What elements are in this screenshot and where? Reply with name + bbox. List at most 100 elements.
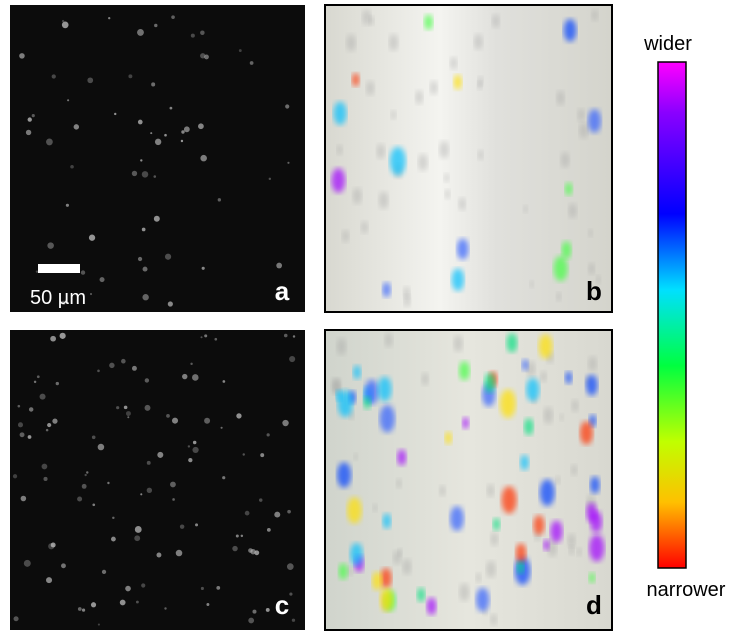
speck [24, 560, 31, 567]
speck [155, 139, 161, 145]
speck [444, 173, 449, 182]
speck [430, 81, 438, 95]
speck [459, 361, 470, 380]
speck [20, 432, 25, 437]
speck [282, 420, 288, 426]
speck [556, 292, 561, 301]
speck [556, 476, 561, 485]
speck [147, 488, 152, 493]
speck [206, 603, 209, 606]
speck [353, 365, 361, 379]
speck [77, 496, 82, 501]
speck [500, 389, 516, 418]
speck [181, 130, 184, 133]
speck [427, 598, 437, 616]
speck [86, 471, 88, 473]
speck [223, 380, 226, 383]
speck [577, 548, 582, 557]
speck [347, 566, 352, 576]
speck [165, 254, 171, 260]
speck [565, 182, 572, 195]
speck [184, 126, 190, 132]
speck [507, 333, 518, 352]
speck [166, 414, 170, 418]
speck [32, 114, 35, 117]
speck [164, 607, 166, 609]
speck [40, 394, 46, 400]
speck [501, 486, 516, 513]
speck [439, 141, 449, 158]
speck [445, 189, 451, 199]
speck [334, 102, 347, 125]
speck [128, 74, 132, 78]
figure: 50 µm a b c d wider narrower [0, 0, 744, 636]
speck [143, 267, 148, 272]
speck [266, 608, 270, 612]
speck [417, 588, 425, 602]
speck [142, 228, 146, 232]
speck [154, 216, 160, 222]
speck [172, 498, 175, 501]
colorbar-bottom-label: narrower [647, 579, 726, 601]
speck [491, 532, 499, 546]
speck [243, 453, 245, 455]
speck [116, 406, 119, 409]
speck [29, 407, 33, 411]
speck [241, 535, 243, 537]
speck [486, 561, 495, 578]
speck [565, 371, 572, 384]
speck [590, 511, 602, 533]
speck [176, 550, 183, 557]
speck [380, 405, 395, 433]
speck [564, 19, 577, 42]
colorbar-top-label: wider [643, 33, 692, 55]
speck [382, 282, 390, 297]
speck [46, 429, 49, 432]
speck [248, 618, 254, 624]
speck [218, 198, 221, 201]
speck [571, 465, 577, 476]
speck [590, 476, 600, 493]
speck [120, 600, 126, 606]
speck [287, 510, 291, 514]
speck [114, 113, 116, 115]
speck [98, 624, 100, 626]
speck [81, 270, 85, 274]
speck [193, 441, 196, 444]
speck [377, 144, 385, 159]
speck [397, 449, 406, 465]
speck [221, 427, 223, 429]
scale-bar [38, 264, 80, 273]
speck [274, 512, 280, 518]
speck [36, 270, 38, 272]
speck [352, 73, 360, 87]
speck [572, 400, 579, 412]
speck [181, 140, 183, 142]
speck [132, 366, 137, 371]
speck [151, 82, 155, 86]
speck [591, 9, 598, 21]
speck [62, 20, 64, 22]
speck [292, 619, 295, 622]
speck [172, 418, 178, 424]
speck [452, 268, 465, 291]
speck [418, 154, 427, 171]
speck [285, 104, 289, 108]
speck [138, 257, 142, 261]
speck [154, 24, 157, 27]
speck [107, 482, 109, 484]
speck [526, 378, 539, 402]
speck [287, 162, 289, 164]
speck [445, 432, 452, 445]
speck [82, 484, 87, 489]
speck [346, 34, 356, 51]
speck [62, 22, 69, 29]
speck [46, 577, 52, 583]
speck [490, 614, 497, 626]
speck [67, 99, 69, 101]
speck [250, 549, 255, 554]
speck [171, 15, 175, 19]
speck [450, 506, 464, 531]
speck [200, 336, 202, 338]
speck [364, 396, 371, 409]
